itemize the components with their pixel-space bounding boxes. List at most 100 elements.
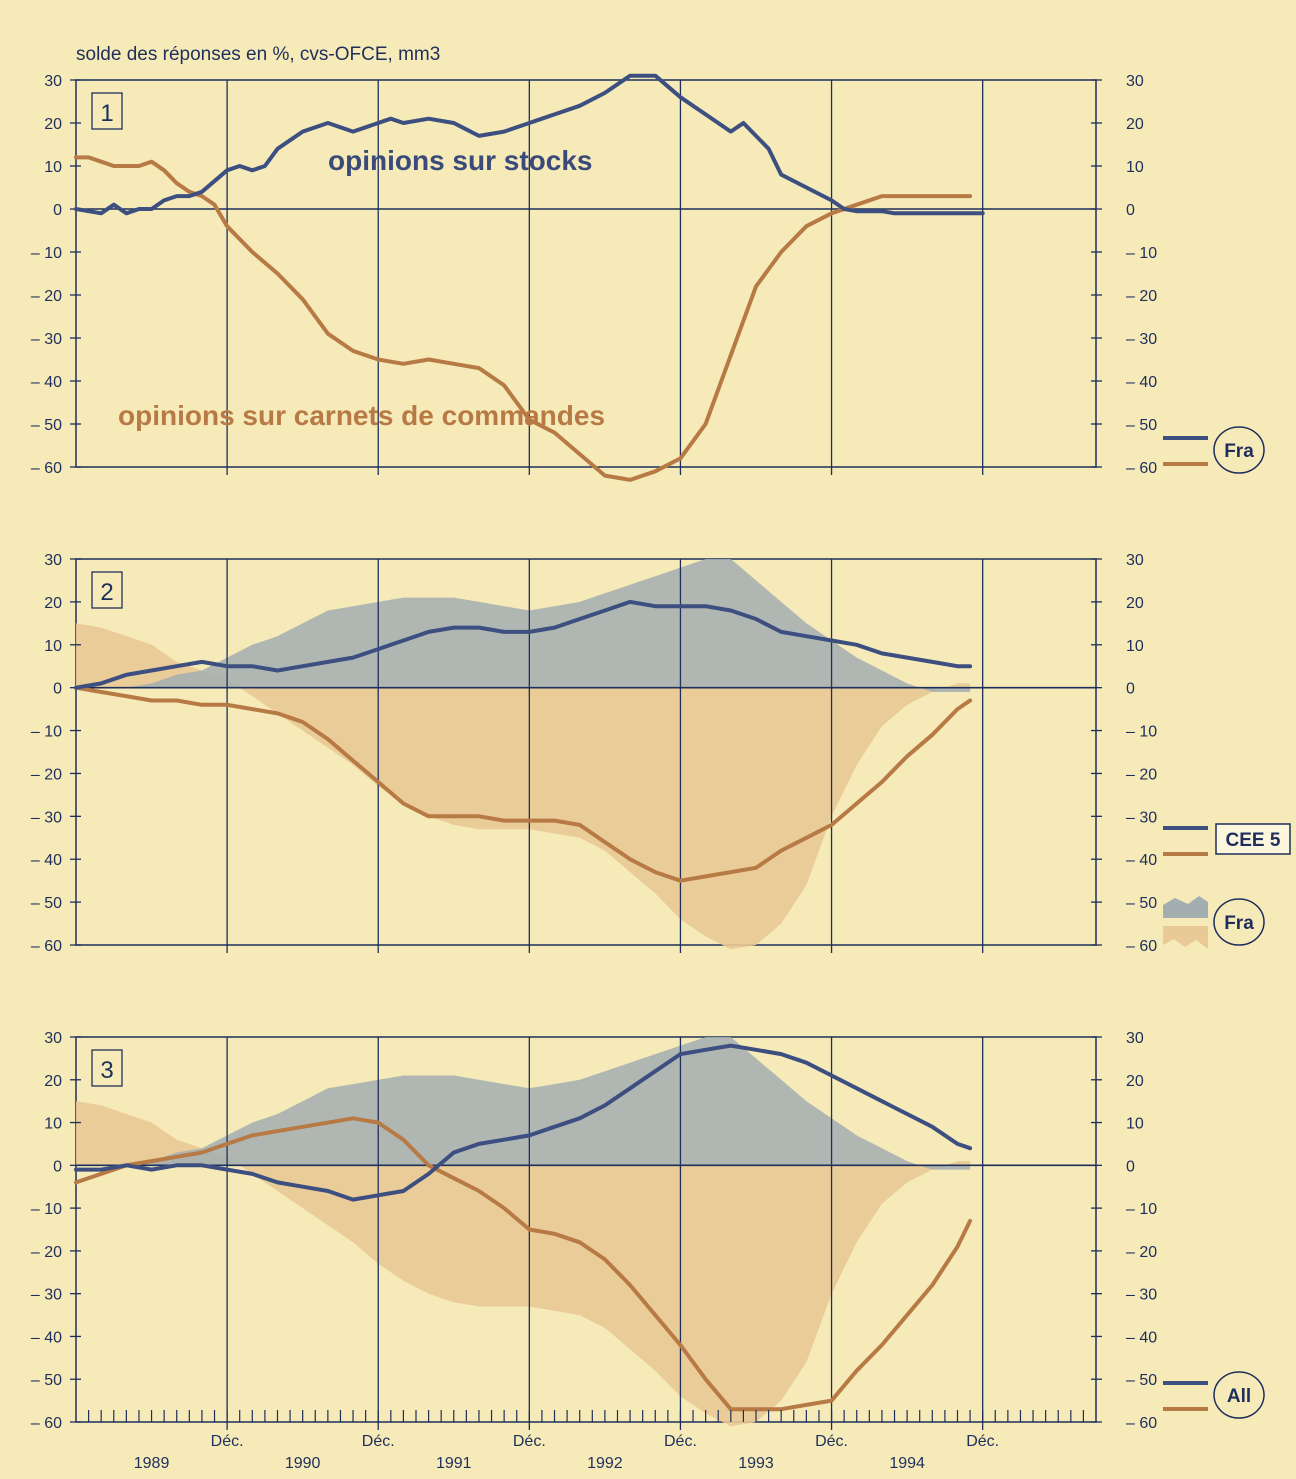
legend-badge-box bbox=[1215, 823, 1291, 855]
chart-caption: solde des réponses en %, cvs-OFCE, mm3 bbox=[76, 44, 440, 65]
y-tick-label-left: 20 bbox=[44, 595, 62, 612]
y-tick-label-left: 0 bbox=[53, 202, 62, 219]
y-tick-label-left: – 50 bbox=[31, 895, 62, 912]
y-tick-label-left: – 30 bbox=[31, 809, 62, 826]
y-tick-label-left: – 20 bbox=[31, 1244, 62, 1261]
y-tick-label-right: – 40 bbox=[1126, 374, 1157, 391]
legend-badge-circle bbox=[1213, 1371, 1265, 1419]
annotation-orders: opinions sur carnets de commandes bbox=[118, 400, 605, 431]
y-tick-label-left: – 30 bbox=[31, 331, 62, 348]
y-tick-label-left: – 10 bbox=[31, 245, 62, 262]
legend-label: All bbox=[1227, 1386, 1251, 1407]
y-tick-label-right: – 30 bbox=[1126, 331, 1157, 348]
panel-3: 30 30 20 20 10 10 0 0 – 10 – 10 – 20 – 20 – 30 – 30 – … bbox=[31, 1030, 1265, 1432]
panel-number-box bbox=[91, 92, 123, 130]
y-tick-label-right: – 60 bbox=[1126, 460, 1157, 477]
x-axis: Déc. Déc. Déc. Déc. Déc. Déc. 1989 1990 1991 1992… bbox=[87, 1410, 1085, 1472]
y-tick-label-right: 0 bbox=[1126, 1158, 1135, 1175]
y-tick-label-left: 0 bbox=[53, 1158, 62, 1175]
dec-tick-label: Déc. bbox=[362, 1433, 395, 1450]
y-tick-label-right: – 60 bbox=[1126, 938, 1157, 955]
y-tick-label-left: – 20 bbox=[31, 288, 62, 305]
y-tick-label-right: 10 bbox=[1126, 1116, 1144, 1133]
dec-tick-label: Déc. bbox=[664, 1433, 697, 1450]
y-tick-label-right: – 20 bbox=[1126, 1244, 1157, 1261]
y-tick-label-right: 30 bbox=[1126, 73, 1144, 90]
y-tick-label-right: 30 bbox=[1126, 552, 1144, 569]
year-label: 1989 bbox=[134, 1455, 170, 1472]
legend-label: CEE 5 bbox=[1226, 830, 1281, 851]
y-tick-label-left: 10 bbox=[44, 1116, 62, 1133]
y-tick-label-right: 10 bbox=[1126, 159, 1144, 176]
y-tick-label-left: 30 bbox=[44, 552, 62, 569]
orders-series-line bbox=[74, 1116, 973, 1412]
y-tick-label-right: – 40 bbox=[1126, 852, 1157, 869]
dec-tick-label: Déc. bbox=[815, 1433, 848, 1450]
y-tick-label-left: – 60 bbox=[31, 1415, 62, 1432]
y-tick-label-left: – 40 bbox=[31, 852, 62, 869]
y-tick-label-right: – 10 bbox=[1126, 724, 1157, 741]
stocks-area-series bbox=[76, 559, 971, 692]
y-tick-label-left: 20 bbox=[44, 1073, 62, 1090]
year-label: 1991 bbox=[436, 1455, 472, 1472]
y-tick-label-right: 20 bbox=[1126, 595, 1144, 612]
year-label: 1994 bbox=[889, 1455, 925, 1472]
stocks-series-line bbox=[74, 599, 973, 690]
panel-number-box bbox=[91, 1049, 123, 1087]
y-tick-label-left: – 40 bbox=[31, 1329, 62, 1346]
y-tick-label-right: – 30 bbox=[1126, 809, 1157, 826]
y-tick-label-right: – 20 bbox=[1126, 766, 1157, 783]
y-tick-label-left: – 10 bbox=[31, 1201, 62, 1218]
y-tick-label-right: – 60 bbox=[1126, 1415, 1157, 1432]
year-label: 1990 bbox=[285, 1455, 321, 1472]
legend-area-badge-circle bbox=[1213, 898, 1265, 946]
orders-series-line bbox=[74, 155, 973, 482]
dec-tick-label: Déc. bbox=[966, 1433, 999, 1450]
y-tick-label-right: – 10 bbox=[1126, 245, 1157, 262]
y-tick-label-right: – 40 bbox=[1126, 1329, 1157, 1346]
annotation-stocks: opinions sur stocks bbox=[328, 145, 593, 176]
legend-badge-circle bbox=[1213, 426, 1265, 474]
legend-stocks-area-swatch bbox=[1163, 896, 1208, 918]
y-tick-label-right: 30 bbox=[1126, 1030, 1144, 1047]
y-tick-label-left: – 10 bbox=[31, 724, 62, 741]
dec-tick-label: Déc. bbox=[513, 1433, 546, 1450]
orders-series-line bbox=[74, 685, 973, 883]
legend-area-label: Fra bbox=[1224, 913, 1254, 934]
y-tick-label-left: 30 bbox=[44, 73, 62, 90]
y-tick-label-right: – 50 bbox=[1126, 1372, 1157, 1389]
year-label: 1993 bbox=[738, 1455, 774, 1472]
panel-1: 30 30 20 20 10 10 0 0 – 10 – 10 – 20 – 20 – 30 – 30 – … bbox=[31, 73, 1265, 482]
y-tick-label-left: 20 bbox=[44, 116, 62, 133]
y-tick-label-left: 10 bbox=[44, 159, 62, 176]
panel-frame bbox=[75, 79, 1097, 468]
stocks-area-series bbox=[76, 1037, 971, 1170]
y-tick-label-left: – 50 bbox=[31, 417, 62, 434]
panel-frame bbox=[75, 558, 1097, 946]
y-tick-label-right: 20 bbox=[1126, 116, 1144, 133]
legend-orders-area-swatch bbox=[1163, 926, 1208, 949]
panel-2: 30 30 20 20 10 10 0 0 – 10 – 10 – 20 – 20 – 30 – 30 – … bbox=[31, 552, 1291, 955]
legend: CEE 5 Fra bbox=[1163, 823, 1291, 949]
y-tick-label-right: 0 bbox=[1126, 681, 1135, 698]
y-tick-label-left: 30 bbox=[44, 1030, 62, 1047]
y-tick-label-left: 10 bbox=[44, 638, 62, 655]
y-tick-label-left: – 20 bbox=[31, 766, 62, 783]
stocks-series-line bbox=[74, 1043, 973, 1202]
y-tick-label-left: 0 bbox=[53, 681, 62, 698]
y-tick-label-right: – 50 bbox=[1126, 417, 1157, 434]
y-tick-label-left: – 60 bbox=[31, 460, 62, 477]
panel-frame bbox=[75, 1036, 1097, 1423]
stocks-series-line bbox=[74, 73, 985, 216]
panel-number: 3 bbox=[100, 1057, 113, 1084]
y-tick-label-right: 0 bbox=[1126, 202, 1135, 219]
y-tick-label-right: 20 bbox=[1126, 1073, 1144, 1090]
y-tick-label-right: – 20 bbox=[1126, 288, 1157, 305]
y-tick-label-left: – 50 bbox=[31, 1372, 62, 1389]
dec-tick-label: Déc. bbox=[211, 1433, 244, 1450]
year-label: 1992 bbox=[587, 1455, 623, 1472]
y-tick-label-right: – 30 bbox=[1126, 1287, 1157, 1304]
y-tick-label-right: – 10 bbox=[1126, 1201, 1157, 1218]
